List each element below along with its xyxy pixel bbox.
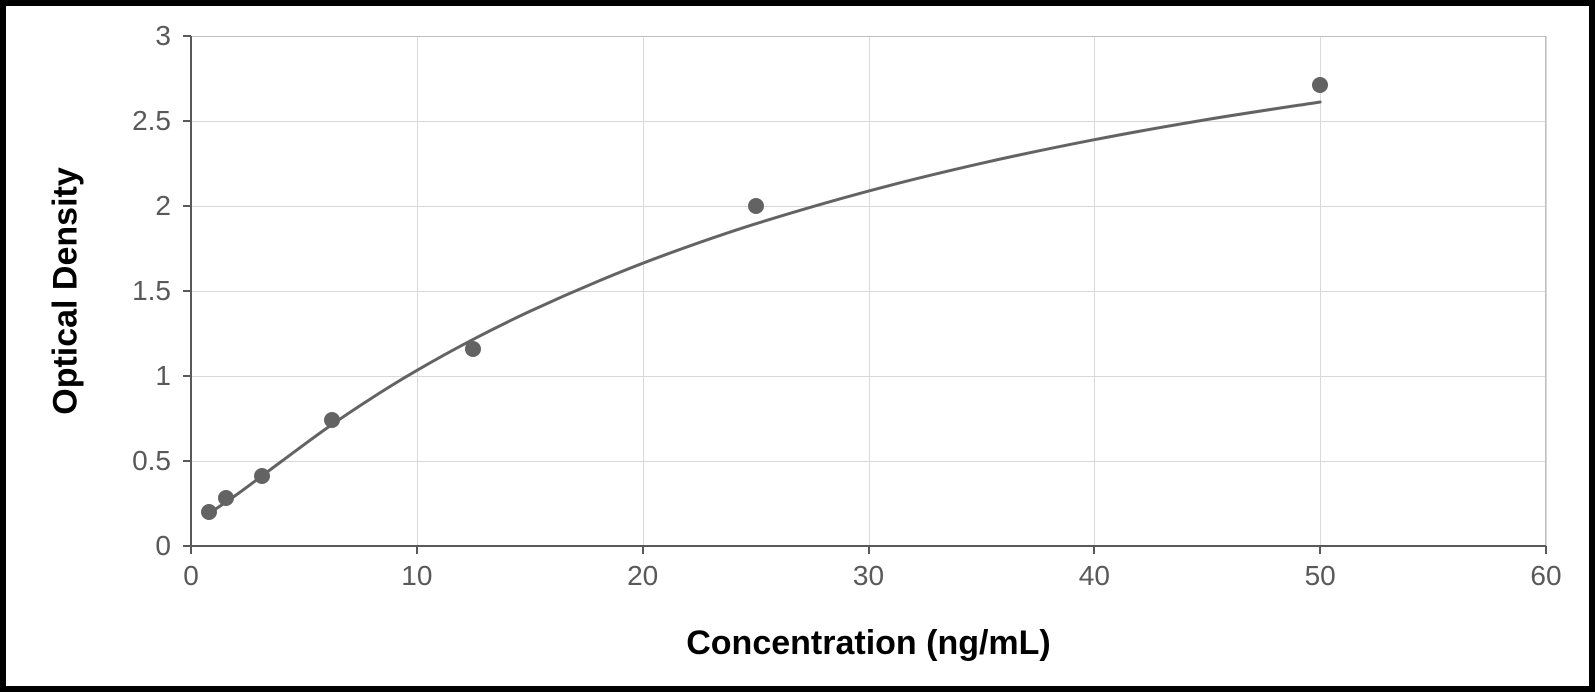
- x-tick-label: 40: [1079, 560, 1110, 592]
- data-point: [254, 468, 270, 484]
- y-tick-label: 1: [155, 360, 171, 392]
- y-tick: [183, 35, 191, 37]
- y-tick: [183, 120, 191, 122]
- y-tick-label: 0.5: [132, 445, 171, 477]
- gridline-vertical: [1546, 36, 1547, 546]
- x-tick: [868, 546, 870, 554]
- x-tick-label: 60: [1530, 560, 1561, 592]
- x-axis-title: Concentration (ng/mL): [686, 624, 1051, 663]
- x-tick: [190, 546, 192, 554]
- x-tick-label: 30: [853, 560, 884, 592]
- x-tick-label: 0: [183, 560, 199, 592]
- y-tick-label: 3: [155, 20, 171, 52]
- data-point: [465, 341, 481, 357]
- x-tick: [642, 546, 644, 554]
- y-tick: [183, 290, 191, 292]
- y-tick-label: 2.5: [132, 105, 171, 137]
- y-tick: [183, 545, 191, 547]
- data-point: [324, 412, 340, 428]
- chart-frame: Optical Density Concentration (ng/mL) 0 1…: [0, 0, 1595, 692]
- y-tick-label: 2: [155, 190, 171, 222]
- x-tick-label: 50: [1305, 560, 1336, 592]
- data-point: [201, 504, 217, 520]
- x-tick: [1319, 546, 1321, 554]
- y-axis-title: Optical Density: [47, 167, 86, 415]
- data-point: [218, 490, 234, 506]
- data-point: [1312, 77, 1328, 93]
- x-tick-label: 10: [401, 560, 432, 592]
- fit-curve: [191, 36, 1546, 546]
- x-tick: [416, 546, 418, 554]
- y-tick-label: 0: [155, 530, 171, 562]
- x-tick-label: 20: [627, 560, 658, 592]
- x-tick: [1545, 546, 1547, 554]
- y-tick: [183, 205, 191, 207]
- y-tick-label: 1.5: [132, 275, 171, 307]
- y-tick: [183, 460, 191, 462]
- data-point: [748, 198, 764, 214]
- x-tick: [1093, 546, 1095, 554]
- y-tick: [183, 375, 191, 377]
- plot-area: [191, 36, 1546, 546]
